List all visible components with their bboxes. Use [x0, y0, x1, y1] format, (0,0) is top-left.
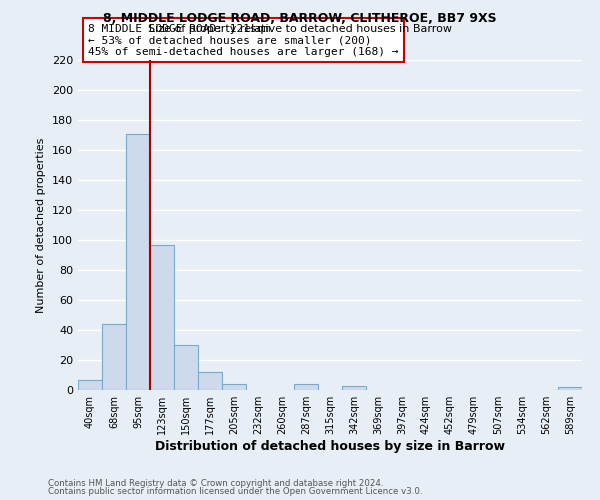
- Bar: [198, 372, 222, 390]
- Bar: [222, 384, 246, 390]
- Bar: [558, 387, 582, 390]
- Bar: [174, 345, 198, 390]
- Bar: [102, 324, 126, 390]
- Y-axis label: Number of detached properties: Number of detached properties: [37, 138, 46, 312]
- X-axis label: Distribution of detached houses by size in Barrow: Distribution of detached houses by size …: [155, 440, 505, 453]
- Bar: [294, 384, 318, 390]
- Bar: [78, 380, 102, 390]
- Text: 8 MIDDLE LODGE ROAD: 121sqm
← 53% of detached houses are smaller (200)
45% of se: 8 MIDDLE LODGE ROAD: 121sqm ← 53% of det…: [88, 24, 398, 56]
- Bar: [126, 134, 150, 390]
- Bar: [150, 244, 174, 390]
- Text: Contains HM Land Registry data © Crown copyright and database right 2024.: Contains HM Land Registry data © Crown c…: [48, 478, 383, 488]
- Bar: [342, 386, 366, 390]
- Text: 8, MIDDLE LODGE ROAD, BARROW, CLITHEROE, BB7 9XS: 8, MIDDLE LODGE ROAD, BARROW, CLITHEROE,…: [103, 12, 497, 26]
- Text: Size of property relative to detached houses in Barrow: Size of property relative to detached ho…: [148, 24, 452, 34]
- Text: Contains public sector information licensed under the Open Government Licence v3: Contains public sector information licen…: [48, 487, 422, 496]
